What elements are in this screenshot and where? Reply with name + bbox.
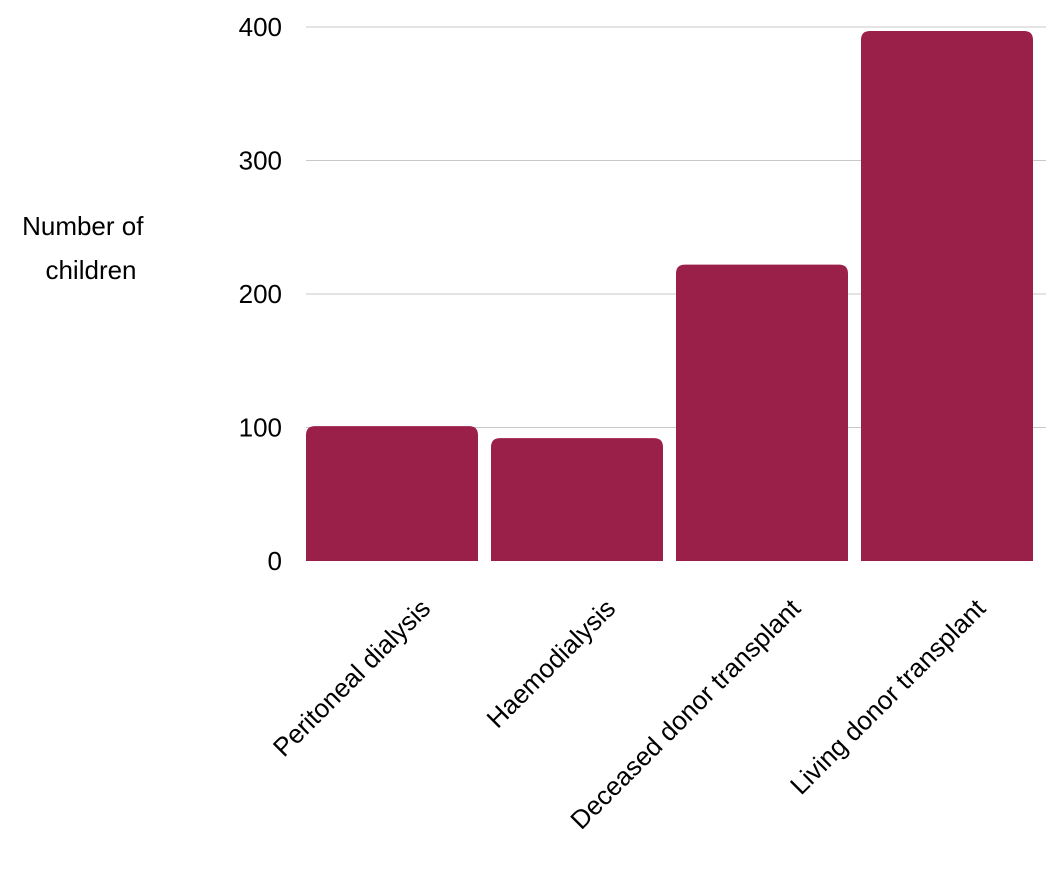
bars: [306, 31, 1033, 561]
y-tick-label: 100: [239, 413, 282, 443]
y-axis-label-line-1: Number of: [22, 211, 144, 241]
x-tick-label: Peritoneal dialysis: [267, 593, 436, 762]
y-axis-label-line-2: children: [45, 255, 136, 285]
x-tick-label: Living donor transplant: [784, 592, 992, 800]
bar-2: [676, 264, 848, 561]
bar-3: [861, 31, 1033, 561]
x-axis-labels: Peritoneal dialysis HaemodialysisDeceased…: [267, 592, 992, 835]
y-tick-label: 300: [239, 146, 282, 176]
bar-1: [491, 438, 663, 561]
y-axis-ticks: 0 100 200 300 400: [239, 12, 282, 576]
y-tick-label: 0: [268, 546, 282, 576]
x-tick-label: Haemodialysis: [480, 593, 621, 734]
y-tick-label: 200: [239, 279, 282, 309]
bar-0: [306, 426, 478, 561]
y-tick-label: 400: [239, 12, 282, 42]
y-axis-label: Number of children: [22, 211, 148, 285]
